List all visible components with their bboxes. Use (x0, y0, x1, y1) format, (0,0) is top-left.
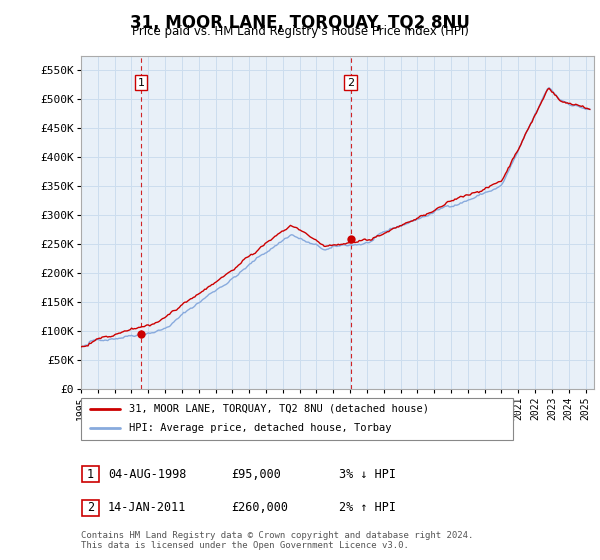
Text: 2% ↑ HPI: 2% ↑ HPI (339, 501, 396, 515)
Text: 1: 1 (87, 468, 94, 481)
Text: Price paid vs. HM Land Registry's House Price Index (HPI): Price paid vs. HM Land Registry's House … (131, 25, 469, 38)
Text: £260,000: £260,000 (231, 501, 288, 515)
Text: HPI: Average price, detached house, Torbay: HPI: Average price, detached house, Torb… (128, 423, 391, 433)
Text: 2: 2 (347, 78, 355, 88)
Text: 31, MOOR LANE, TORQUAY, TQ2 8NU: 31, MOOR LANE, TORQUAY, TQ2 8NU (130, 14, 470, 32)
FancyBboxPatch shape (82, 500, 99, 516)
Text: 04-AUG-1998: 04-AUG-1998 (108, 468, 187, 481)
Text: £95,000: £95,000 (231, 468, 281, 481)
FancyBboxPatch shape (81, 398, 513, 440)
Text: 3% ↓ HPI: 3% ↓ HPI (339, 468, 396, 481)
Text: 14-JAN-2011: 14-JAN-2011 (108, 501, 187, 515)
Text: 1: 1 (138, 78, 145, 88)
Text: 31, MOOR LANE, TORQUAY, TQ2 8NU (detached house): 31, MOOR LANE, TORQUAY, TQ2 8NU (detache… (128, 404, 428, 414)
Text: 2: 2 (87, 501, 94, 515)
Text: Contains HM Land Registry data © Crown copyright and database right 2024.
This d: Contains HM Land Registry data © Crown c… (81, 530, 473, 550)
FancyBboxPatch shape (82, 466, 99, 482)
